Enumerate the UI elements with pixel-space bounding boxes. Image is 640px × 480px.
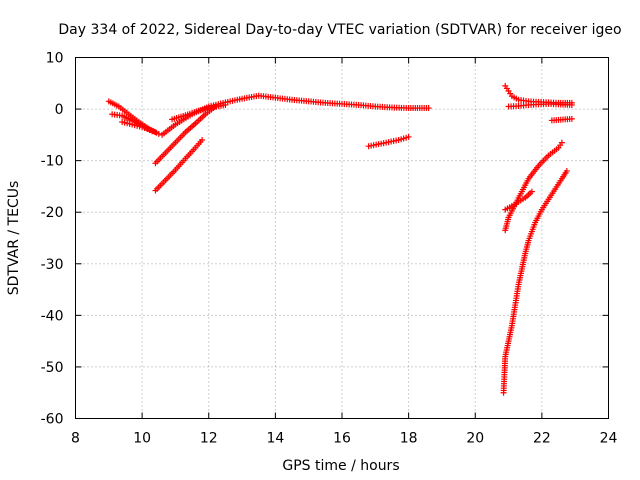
axis-ticks: 8 10 12 14 16 18 20 22 24 10 0 -10 -20 -30 -40 -50 -60 bbox=[41, 51, 618, 447]
data-point bbox=[528, 188, 535, 195]
grid-lines bbox=[75, 57, 609, 419]
y-axis-label: SDTVAR / TECUs bbox=[6, 181, 22, 296]
series-arc-6 bbox=[152, 103, 219, 167]
x-tick-label: 10 bbox=[133, 431, 151, 447]
y-tick-label: -30 bbox=[41, 257, 64, 273]
x-tick-label: 24 bbox=[600, 431, 618, 447]
x-tick-label: 16 bbox=[333, 431, 351, 447]
x-tick-label: 12 bbox=[200, 431, 218, 447]
y-tick-label: -50 bbox=[41, 360, 64, 376]
data-point bbox=[425, 105, 432, 112]
x-tick-label: 14 bbox=[266, 431, 284, 447]
x-tick-label: 20 bbox=[466, 431, 484, 447]
data-point bbox=[405, 133, 412, 140]
x-axis-label: GPS time / hours bbox=[282, 458, 399, 474]
x-tick-label: 8 bbox=[71, 431, 80, 447]
series-arc-4 bbox=[159, 92, 432, 138]
y-tick-label: 0 bbox=[55, 102, 64, 118]
data-series bbox=[105, 82, 575, 396]
y-tick-label: -10 bbox=[41, 154, 64, 170]
series-arc-7 bbox=[152, 137, 206, 194]
x-tick-label: 18 bbox=[400, 431, 418, 447]
y-tick-label: -60 bbox=[41, 412, 64, 428]
data-point bbox=[568, 115, 575, 122]
data-point bbox=[155, 130, 162, 137]
data-point bbox=[558, 139, 565, 146]
series-arc-10 bbox=[505, 100, 575, 110]
data-point bbox=[563, 167, 570, 174]
series-arc-13 bbox=[502, 188, 535, 213]
series-arc-3 bbox=[119, 118, 162, 137]
chart-title: Day 334 of 2022, Sidereal Day-to-day VTE… bbox=[58, 22, 621, 38]
data-point bbox=[199, 137, 206, 144]
y-tick-label: -20 bbox=[41, 205, 64, 221]
data-point bbox=[212, 103, 219, 110]
data-point bbox=[568, 101, 575, 108]
x-tick-label: 22 bbox=[533, 431, 551, 447]
y-tick-label: 10 bbox=[46, 51, 64, 67]
y-tick-label: -40 bbox=[41, 308, 64, 324]
series-arc-11 bbox=[548, 115, 575, 124]
series-arc-8 bbox=[365, 133, 412, 150]
data-point bbox=[222, 101, 229, 108]
series-arc-14 bbox=[500, 167, 570, 396]
